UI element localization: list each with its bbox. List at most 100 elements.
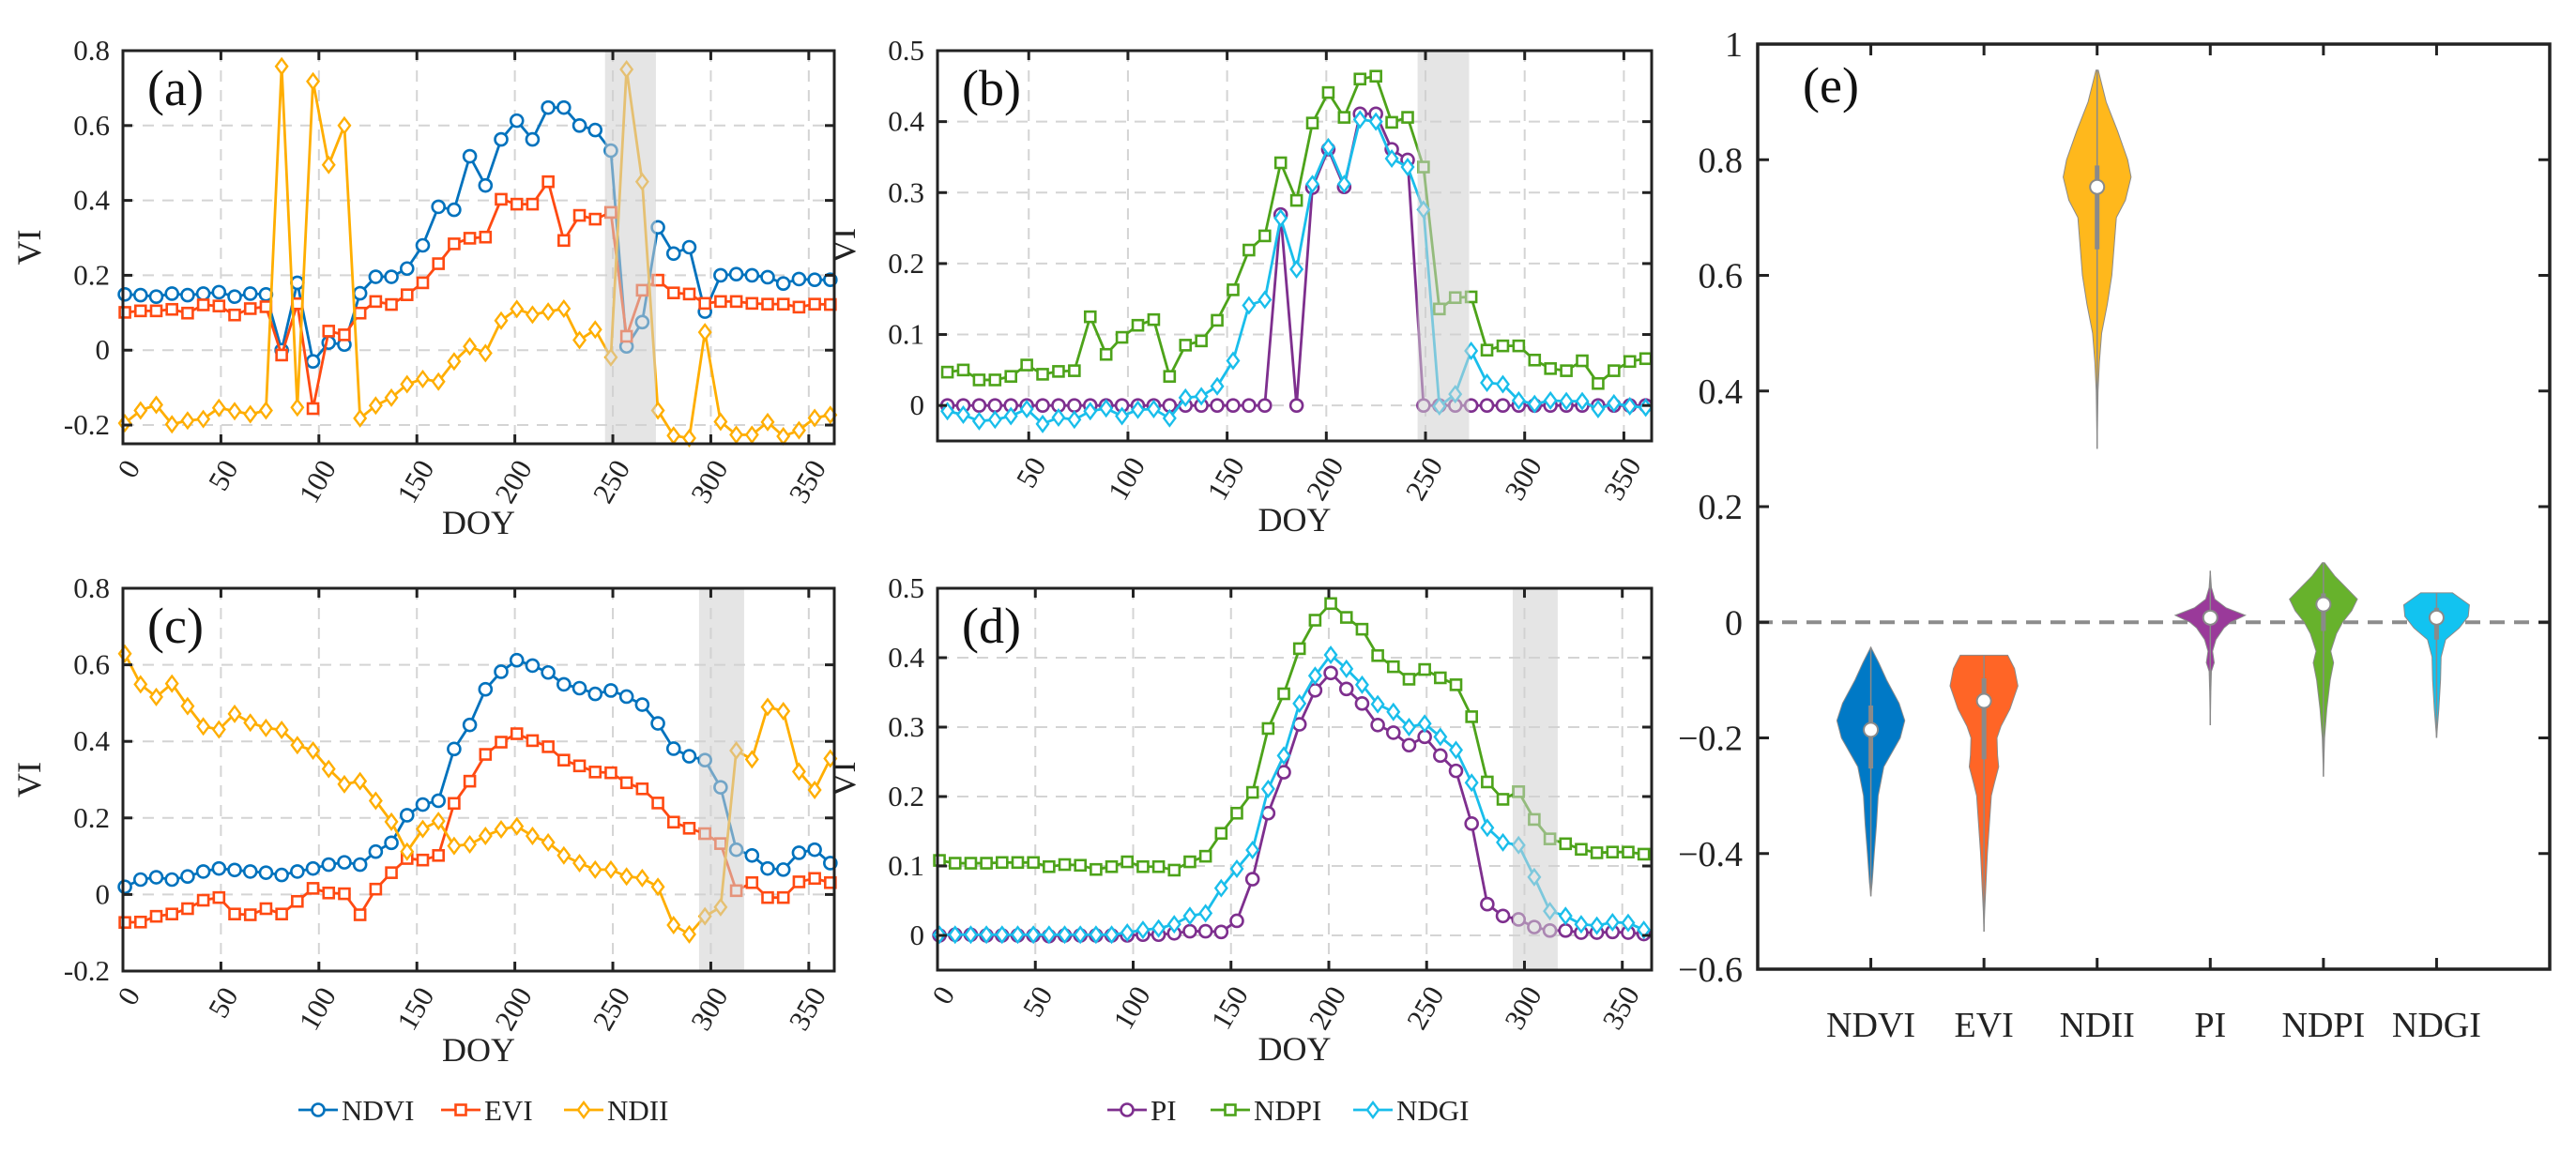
ndii-point [180,411,195,431]
ndgi-point [1480,818,1495,838]
ndvi-point [305,860,321,876]
category-label: EVI [1954,1006,2013,1045]
y-tick-label: 0.2 [888,247,924,280]
ndpi-point [1120,855,1135,869]
legend-label: PI [1151,1094,1177,1127]
legend-item-ndvi: NDVI [298,1094,415,1127]
ndgi-point [1417,714,1432,734]
ndgi-point [1575,391,1590,411]
ndgi-point [1464,773,1479,793]
y-tick-label: −0.4 [1678,835,1743,874]
ndgi-point [1511,390,1526,410]
ndvi-point [431,199,446,215]
panel-b: 50 100 150 200 250 300 350 0 0.1 0.2 0.3 0.4 0.5 VI DO… [825,34,1654,539]
ndgi-point [1527,394,1542,414]
ndpi-point [1512,339,1526,353]
evi-point [541,175,555,189]
highlight-band [604,51,656,444]
ndvi-point [525,131,541,147]
evi-point [322,325,336,338]
ndpi-point [964,857,978,870]
evi-point [291,894,304,908]
ndii-point [243,713,258,733]
pi-point [1197,923,1213,939]
evi-point [808,297,821,311]
evi-point [196,298,210,311]
pi-point [1464,816,1479,831]
ndpi-point [1261,721,1275,736]
ndvi-point [195,864,211,879]
ndvi-point [744,847,760,863]
pi-point [1448,763,1464,779]
ndvi-point [242,286,258,301]
ndvi-point [117,286,132,302]
ndii-point [463,337,478,357]
ndvi-point [744,267,760,283]
ndvi-point [211,284,227,300]
evi-line [124,180,831,410]
x-axis-label: DOY [442,1031,515,1069]
panel-c: 0 50 100 150 200 250 300 350-0.200.20.40.60.8VI… [10,571,838,1069]
ndgi-point [1621,913,1636,933]
ndpi-point [1369,69,1382,84]
ndgi-point [1089,925,1104,945]
y-tick-label: -0.2 [64,408,110,441]
y-axis-label: VI [10,762,48,797]
series-ndii [117,56,838,448]
ndpi-point [1083,310,1097,324]
ndvi-point [681,239,697,255]
ndpi-point [1590,846,1604,859]
pi-point [1307,682,1323,698]
ndgi-point [963,925,978,945]
evi-point [808,872,821,886]
ndgi-point [1051,408,1066,428]
evi-point [510,727,524,740]
ndvi-point [447,202,462,218]
evi-point [353,908,367,921]
ndgi-point [1449,740,1464,760]
x-tick-label: 250 [1399,451,1450,506]
ndvi-point [572,680,587,696]
pi-point [1480,896,1495,912]
evi-point [212,299,226,312]
series-ndvi [117,99,838,370]
pi-point [1479,398,1495,413]
y-tick-label: 0.2 [1699,488,1744,527]
ndgi-point [940,402,955,421]
x-tick-label: 350 [782,981,832,1036]
y-tick-label: −0.6 [1678,950,1743,990]
ndpi-point [1386,660,1400,674]
evi-point [729,295,743,309]
ndii-point [729,425,744,445]
pi-point [1495,398,1511,413]
ndii-point [117,414,132,433]
ndii-point [556,298,572,318]
ndpi-point [1258,229,1272,243]
pi-point [1354,696,1370,711]
ndvi-point [180,869,195,885]
pi-point [1338,681,1354,697]
pi-point [971,398,987,413]
pi-legend-marker [1120,1102,1135,1117]
pi-point [1385,725,1401,740]
x-tick-label: 350 [1597,451,1648,506]
pi-point [987,398,1003,413]
ndpi-point [1058,858,1072,872]
ndpi-point [980,857,993,870]
ndvi-point [274,867,289,883]
x-tick-label: 300 [684,454,735,509]
ndvi-point [572,118,587,133]
evi-point [306,402,320,416]
ndgi-point [1433,727,1448,747]
y-tick-label: 0.4 [73,724,110,757]
evi-point [463,774,477,788]
y-axis-label: VI [825,228,862,264]
ndvi-point [791,271,807,287]
ndvi-point [368,269,384,284]
ndvi-point [211,860,227,876]
ndgi-point [1543,390,1558,410]
ndpi-point [1195,334,1208,348]
ndpi-point [1245,785,1259,799]
ndgi-point [1574,915,1589,934]
evi-point [181,902,194,916]
